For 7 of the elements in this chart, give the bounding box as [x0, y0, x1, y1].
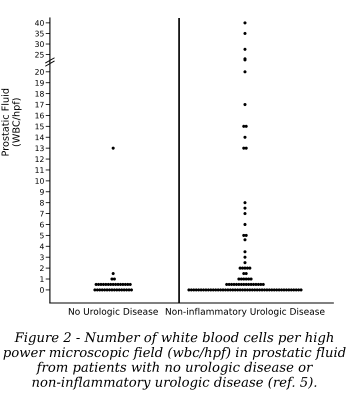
point [243, 32, 247, 35]
y-axis-title: Prostatic Fluid (WBC/hpf) [1, 88, 22, 156]
point [243, 21, 247, 24]
x-tick-label: Non-inflammatory Urologic Disease [166, 308, 325, 317]
caption: Figure 2 - Number of white blood cells per high power microscopic field (wbc/hpf) in prostatic fluid from patients with no urologic disease or non-inflammatory urologic disease (ref. 5). [3, 332, 346, 390]
point [243, 48, 247, 51]
x-tick-label: No Urologic Disease [68, 308, 158, 317]
